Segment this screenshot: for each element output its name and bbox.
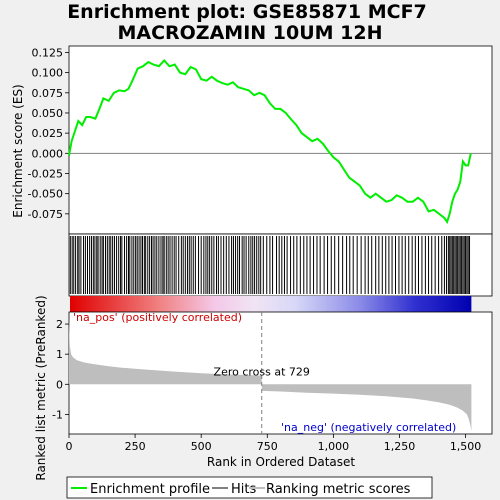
- legend-enrichment-label: Enrichment profile: [90, 482, 210, 497]
- x-axis-label: Rank in Ordered Dataset: [207, 455, 355, 469]
- metric-y-tick-label: 2: [56, 318, 63, 331]
- hits-panel: [68, 233, 493, 297]
- ranking-metric-area: [69, 318, 472, 431]
- chart-title-line2: MACROZAMIN 10UM 12H: [117, 22, 382, 44]
- es-y-tick-label: 0.050: [32, 107, 64, 120]
- rank-color-bar: [70, 296, 472, 312]
- x-tick-label: 1,000: [318, 440, 350, 453]
- rank-color-bar-gradient: [70, 296, 472, 312]
- es-y-tick-label: 0.075: [32, 87, 64, 100]
- x-tick-label: 750: [257, 440, 278, 453]
- metric-y-axis-label: Ranked list metric (PreRanked): [34, 295, 48, 480]
- es-y-tick-label: -0.050: [28, 188, 63, 201]
- metric-y-tick-label: 1: [56, 348, 63, 361]
- metric-y-tick-label: -1: [52, 408, 63, 421]
- legend-metric-label: Ranking metric scores: [266, 482, 411, 497]
- negatively-correlated-label: 'na_neg' (negatively correlated): [281, 421, 456, 434]
- metric-y-axis: -1 0 1 2: [52, 318, 69, 421]
- metric-panel: Zero cross at 729 'na_pos' (positively c…: [34, 295, 493, 481]
- metric-y-tick-label: 0: [56, 378, 63, 391]
- legend: Enrichment profile Hits Ranking metric s…: [66, 476, 433, 499]
- x-tick-label: 1,250: [384, 440, 416, 453]
- es-plot-area: [68, 45, 493, 235]
- es-y-tick-label: -0.025: [28, 167, 63, 180]
- es-y-tick-label: 0.100: [32, 67, 64, 80]
- positively-correlated-label: 'na_pos' (positively correlated): [73, 311, 242, 324]
- x-tick-label: 250: [125, 440, 146, 453]
- es-y-axis-label: Enrichment score (ES): [11, 84, 25, 217]
- es-y-tick-label: 0.000: [32, 147, 64, 160]
- es-panel: -0.075 -0.050 -0.025 0.000 0.025 0.050 0.075 0.…: [11, 45, 493, 235]
- enrichment-profile-line: [68, 59, 472, 225]
- es-y-tick-label: -0.075: [28, 208, 63, 221]
- es-y-tick-label: 0.125: [32, 46, 64, 59]
- chart-title-line1: Enrichment plot: GSE85871 MCF7: [67, 1, 427, 23]
- legend-hits-label: Hits: [231, 482, 256, 497]
- hit-lines: [69, 236, 471, 294]
- x-tick-label: 0: [66, 440, 73, 453]
- x-tick-label: 1,500: [450, 440, 482, 453]
- x-axis: 0 250 500 750 1,000 1,250 1,500: [66, 434, 482, 453]
- es-y-tick-label: 0.025: [32, 127, 64, 140]
- zero-cross-label: Zero cross at 729: [214, 365, 310, 378]
- es-y-axis: -0.075 -0.050 -0.025 0.000 0.025 0.050 0.075 0.…: [28, 46, 69, 221]
- x-tick-label: 500: [191, 440, 212, 453]
